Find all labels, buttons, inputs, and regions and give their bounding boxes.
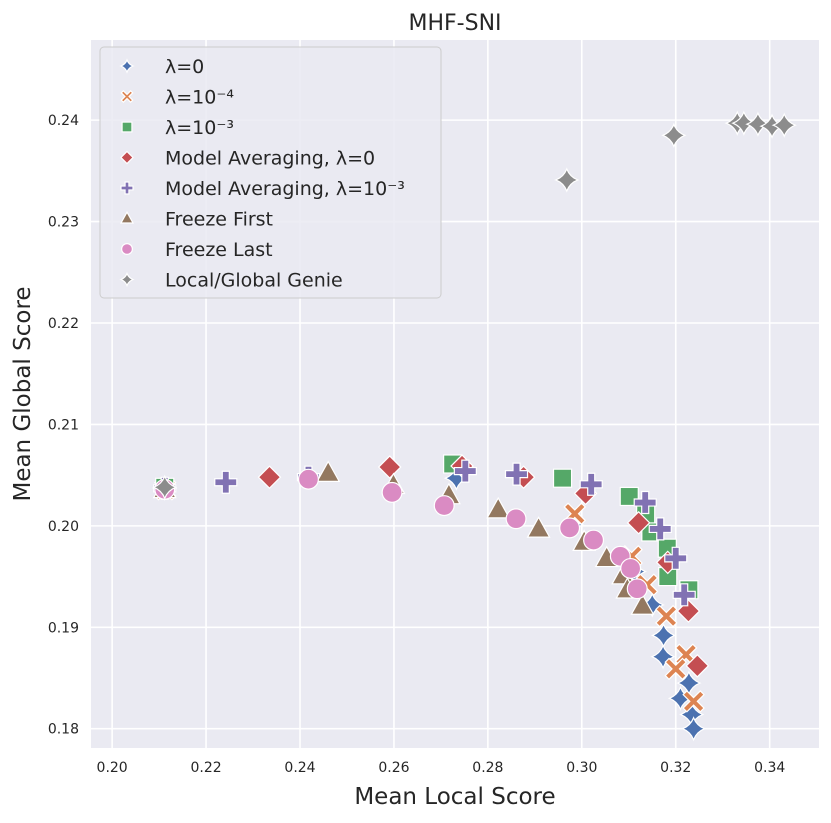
data-point: [626, 578, 648, 600]
data-point: [552, 468, 573, 488]
data-point: [381, 481, 403, 503]
data-point: [505, 508, 527, 530]
legend-label: Freeze First: [165, 209, 273, 231]
data-point: [655, 604, 678, 628]
data-point: [620, 557, 642, 579]
legend-marker: [119, 58, 135, 74]
x-tick-label: 0.20: [97, 760, 128, 776]
legend-label: Freeze Last: [165, 239, 273, 261]
data-point: [152, 474, 178, 500]
data-point: [316, 460, 341, 482]
data-point: [661, 122, 687, 149]
legend-marker: [119, 271, 135, 288]
x-tick-label: 0.28: [472, 760, 503, 776]
y-tick-label: 0.21: [48, 417, 79, 433]
data-point: [626, 510, 651, 535]
x-tick-label: 0.22: [190, 760, 221, 776]
data-point: [672, 583, 696, 607]
data-point: [504, 462, 529, 486]
legend-marker: [120, 243, 133, 256]
legend-label: λ=10⁻³: [165, 117, 234, 139]
legend-marker: [119, 210, 135, 224]
data-point: [579, 472, 603, 496]
legend-label: Model Averaging, λ=10⁻³: [165, 178, 405, 200]
data-point: [682, 690, 705, 713]
legend-marker: [120, 150, 134, 165]
data-point: [377, 455, 402, 479]
y-axis-label: Mean Global Score: [10, 286, 36, 501]
data-point: [685, 653, 710, 678]
legend: λ=0 λ=10⁻⁴ λ=10⁻³ Model Averaging, λ=0 Model…: [99, 46, 442, 299]
x-tick-label: 0.34: [754, 760, 785, 776]
data-point: [731, 110, 757, 136]
x-tick-label: 0.24: [284, 760, 315, 776]
series-7: [152, 110, 797, 500]
legend-items: λ=0 λ=10⁻⁴ λ=10⁻³ Model Averaging, λ=0 Model…: [119, 56, 405, 292]
x-tick-label: 0.32: [660, 760, 691, 776]
legend-label: Local/Global Genie: [165, 270, 343, 292]
data-point: [583, 529, 605, 551]
y-tick-label: 0.23: [48, 215, 79, 231]
data-point: [526, 516, 551, 538]
legend-marker: [120, 181, 134, 195]
data-point: [680, 716, 707, 742]
legend-marker: [121, 121, 133, 133]
data-point: [559, 517, 581, 539]
data-point: [771, 112, 797, 138]
data-point: [257, 465, 282, 490]
y-tick-label: 0.22: [48, 316, 79, 332]
data-point: [214, 470, 238, 494]
data-point: [664, 546, 688, 570]
x-tick-label: 0.30: [566, 760, 597, 776]
data-point: [554, 167, 580, 193]
legend-box: [99, 46, 442, 299]
data-point: [630, 593, 655, 615]
x-axis-label: Mean Local Score: [354, 784, 555, 810]
data-point: [297, 468, 319, 490]
y-tick-label: 0.19: [48, 620, 79, 636]
data-points: [152, 110, 797, 742]
data-point: [664, 657, 688, 681]
grid-lines: [91, 40, 819, 748]
legend-label: Model Averaging, λ=0: [165, 148, 375, 170]
legend-marker: [120, 89, 134, 104]
data-point: [433, 495, 455, 517]
data-point: [745, 111, 771, 137]
data-point: [650, 644, 676, 670]
legend-label: λ=0: [165, 56, 204, 78]
y-tick-label: 0.18: [48, 722, 79, 738]
chart-title: MHF-SNI: [408, 11, 501, 36]
data-point: [486, 496, 511, 519]
data-point: [648, 517, 672, 541]
data-point: [453, 459, 477, 483]
y-tick-label: 0.20: [48, 519, 79, 535]
legend-label: λ=10⁻⁴: [165, 87, 234, 109]
x-tick-label: 0.26: [378, 760, 409, 776]
y-tick-label: 0.24: [48, 113, 79, 129]
tick-labels: 0.20 0.22 0.24 0.26 0.28 0.30 0.32 0.34 0.18 0.19…: [48, 113, 786, 776]
data-point: [633, 490, 657, 515]
